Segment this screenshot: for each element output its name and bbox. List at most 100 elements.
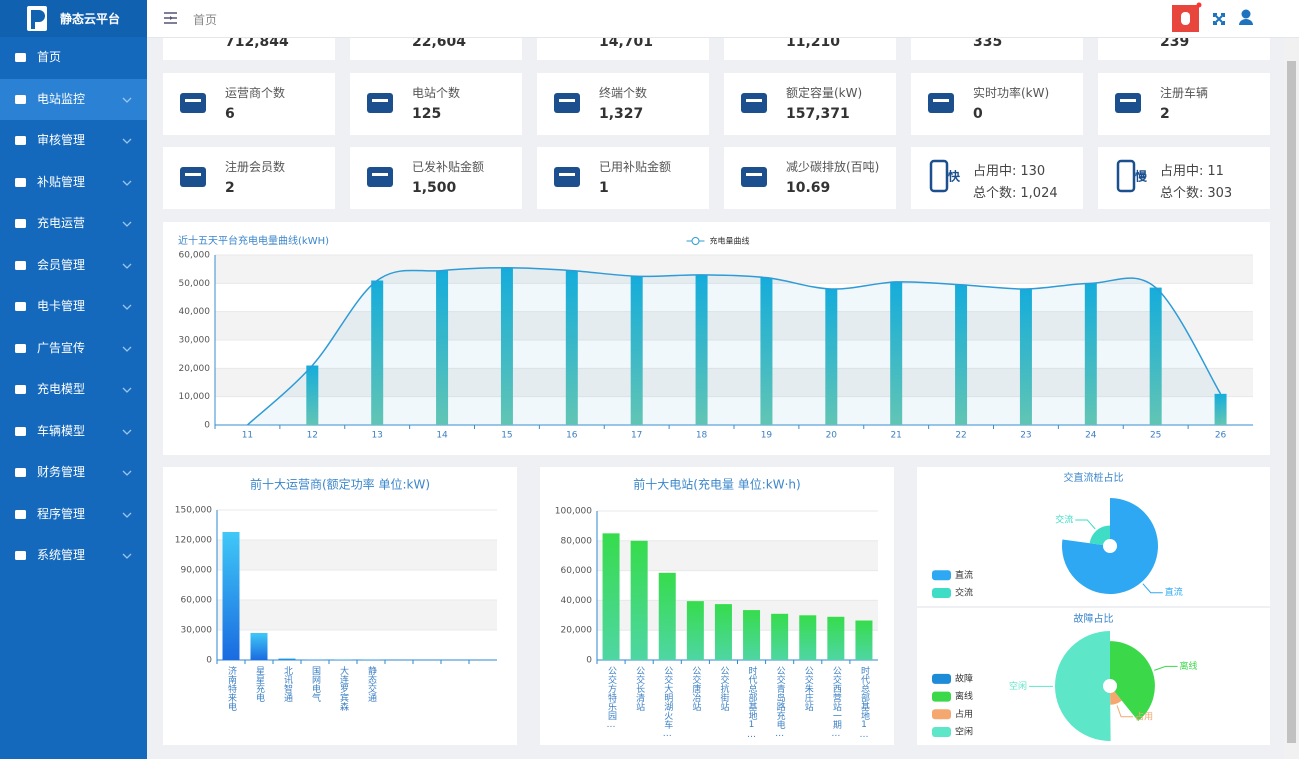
- y-tick-label: 150,000: [175, 506, 212, 516]
- stat-value: 1,500: [412, 180, 457, 196]
- icon-detail: [559, 99, 575, 102]
- chevron-shape: [122, 180, 132, 186]
- icon-shape: [15, 260, 26, 270]
- stat-value: 11,210: [786, 34, 841, 50]
- bar: [955, 284, 968, 425]
- menu-item[interactable]: 会员管理: [0, 245, 147, 286]
- stat-label: 注册车辆: [1160, 86, 1209, 100]
- menu-item[interactable]: 广告宣传: [0, 328, 147, 369]
- total: 总个数: 303: [1160, 182, 1232, 201]
- bar: [250, 633, 268, 660]
- x-tick-label: 23: [1020, 431, 1031, 441]
- bar: [890, 281, 903, 425]
- fullscreen-button[interactable]: [1213, 13, 1225, 25]
- chart: 前十大电站(充电量 单位:kW·h) 0 20,000 40,000 60,000 80,…: [555, 477, 878, 740]
- x-tick-label: 公交方特乐园…: [606, 666, 617, 730]
- scrollbar[interactable]: [1284, 37, 1299, 759]
- card-icon: 慢: [1116, 159, 1148, 193]
- total-label: 总个数:: [973, 186, 1017, 201]
- stat-label: 运营商个数: [225, 86, 286, 100]
- stat-card: 减少碳排放(百吨) 10.69: [724, 147, 896, 209]
- menu-item[interactable]: 系统管理: [0, 535, 147, 576]
- pile-card: 快占用中: 130 总个数: 1,024: [911, 147, 1083, 209]
- icon-text: 慢: [1135, 169, 1148, 184]
- menu-item[interactable]: 首页: [0, 37, 147, 78]
- icon-shape: [15, 385, 26, 394]
- chevron: [122, 553, 132, 559]
- user-button[interactable]: [1239, 9, 1253, 26]
- label-line: [1075, 519, 1096, 530]
- x-tick-label: 公交长清站: [634, 666, 645, 712]
- icon-detail: [185, 99, 201, 102]
- menu-label: 补贴管理: [37, 174, 86, 189]
- menu-icon: [15, 219, 26, 228]
- stat-label: 已发补贴金额: [412, 160, 485, 174]
- y-tick-label: 40,000: [179, 307, 211, 317]
- chart: 近十五天平台充电电量曲线(kWH) 0 10,000 20,000 30,000 40,0…: [178, 234, 1253, 441]
- chart-panel: 前十大电站(充电量 单位:kW·h) 0 20,000 40,000 60,000 80,…: [540, 467, 894, 745]
- x-tick-label: 时代总部基地1…: [747, 665, 758, 740]
- legend-label: 离线: [955, 690, 973, 702]
- icon-shape: [15, 177, 26, 187]
- icon-shape: [554, 167, 580, 187]
- icon-detail: [746, 99, 762, 102]
- menu-item[interactable]: 程序管理: [0, 494, 147, 535]
- x-tick-label: 13: [371, 431, 382, 441]
- bar: [825, 289, 838, 425]
- bar: [630, 540, 648, 660]
- menu-icon: [15, 177, 26, 187]
- menu-item[interactable]: 财务管理: [0, 452, 147, 493]
- logo-text: 静态云平台: [60, 12, 121, 26]
- y-tick-label: 120,000: [175, 536, 212, 546]
- x-tick-label: 静态交通: [366, 665, 377, 703]
- chart: 故障占比故障离线占用空闲故障离线占用空闲: [932, 612, 1198, 741]
- legend-swatch: [932, 727, 951, 737]
- menu-label: 电卡管理: [37, 299, 86, 313]
- menu-item[interactable]: 车辆模型: [0, 411, 147, 452]
- label-line: [1142, 583, 1163, 594]
- y-tick-label: 80,000: [561, 536, 593, 546]
- y-tick-label: 30,000: [179, 336, 211, 346]
- total-value: 1,024: [1020, 186, 1058, 201]
- menu-item[interactable]: 充电运营: [0, 203, 147, 244]
- pie-slice: [1110, 641, 1155, 721]
- y-tick-label: 60,000: [179, 251, 211, 261]
- x-tick-label: 25: [1150, 431, 1161, 441]
- icon-shape: [15, 426, 26, 436]
- x-tick-label: 星星充电: [254, 666, 265, 702]
- x-tick-label: 16: [566, 431, 578, 441]
- scroll-thumb[interactable]: [1287, 61, 1296, 743]
- menu-label: 广告宣传: [37, 340, 86, 355]
- toolbar: [1172, 2, 1253, 33]
- stat-card: 注册车辆 2: [1098, 73, 1270, 135]
- menu-toggle[interactable]: [161, 0, 181, 37]
- menu-item[interactable]: 电站监控: [0, 78, 147, 120]
- menu-item[interactable]: 补贴管理: [0, 162, 147, 203]
- label-line: [1116, 705, 1134, 718]
- stat-label: 终端个数: [599, 86, 648, 100]
- menu-item[interactable]: 电卡管理: [0, 286, 147, 327]
- menu-item[interactable]: 充电模型: [0, 369, 147, 410]
- menu-item[interactable]: 审核管理: [0, 120, 147, 161]
- bug-button[interactable]: [1172, 2, 1202, 33]
- card-icon: [928, 93, 954, 113]
- menu-icon: [15, 302, 26, 311]
- bar: [278, 658, 296, 660]
- stat-label: 额定容量(kW): [786, 86, 863, 100]
- bar: [1214, 393, 1227, 425]
- stat-card: 电站个数 125: [350, 73, 522, 135]
- bar: [1084, 283, 1097, 425]
- icon-detail: [746, 173, 762, 176]
- chart: 前十大运营商(额定功率 单位:kW) 0 30,000 60,000 90,000 120…: [175, 477, 497, 712]
- stat-value: 157,371: [786, 106, 850, 122]
- top-bar: 首页: [147, 0, 1299, 38]
- slice-label: 空闲: [1009, 680, 1027, 692]
- legend-swatch: [932, 709, 951, 720]
- legend-label: 占用: [955, 708, 973, 720]
- bar: [658, 572, 676, 660]
- grid-band: [215, 255, 1253, 284]
- chevron: [122, 470, 132, 476]
- stat-value: 6: [225, 106, 235, 122]
- x-tick-label: 18: [696, 431, 708, 441]
- menu-label: 审核管理: [37, 133, 86, 147]
